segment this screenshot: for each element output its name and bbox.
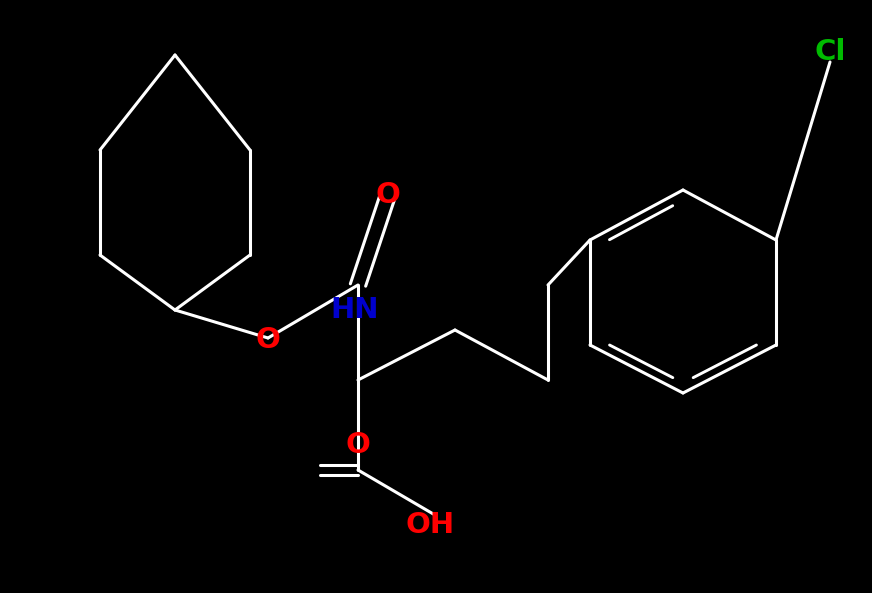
Text: HN: HN bbox=[330, 296, 379, 324]
Text: O: O bbox=[345, 431, 371, 459]
Text: OH: OH bbox=[405, 511, 454, 539]
Text: O: O bbox=[255, 326, 281, 354]
Text: O: O bbox=[376, 181, 400, 209]
Text: Cl: Cl bbox=[814, 38, 846, 66]
